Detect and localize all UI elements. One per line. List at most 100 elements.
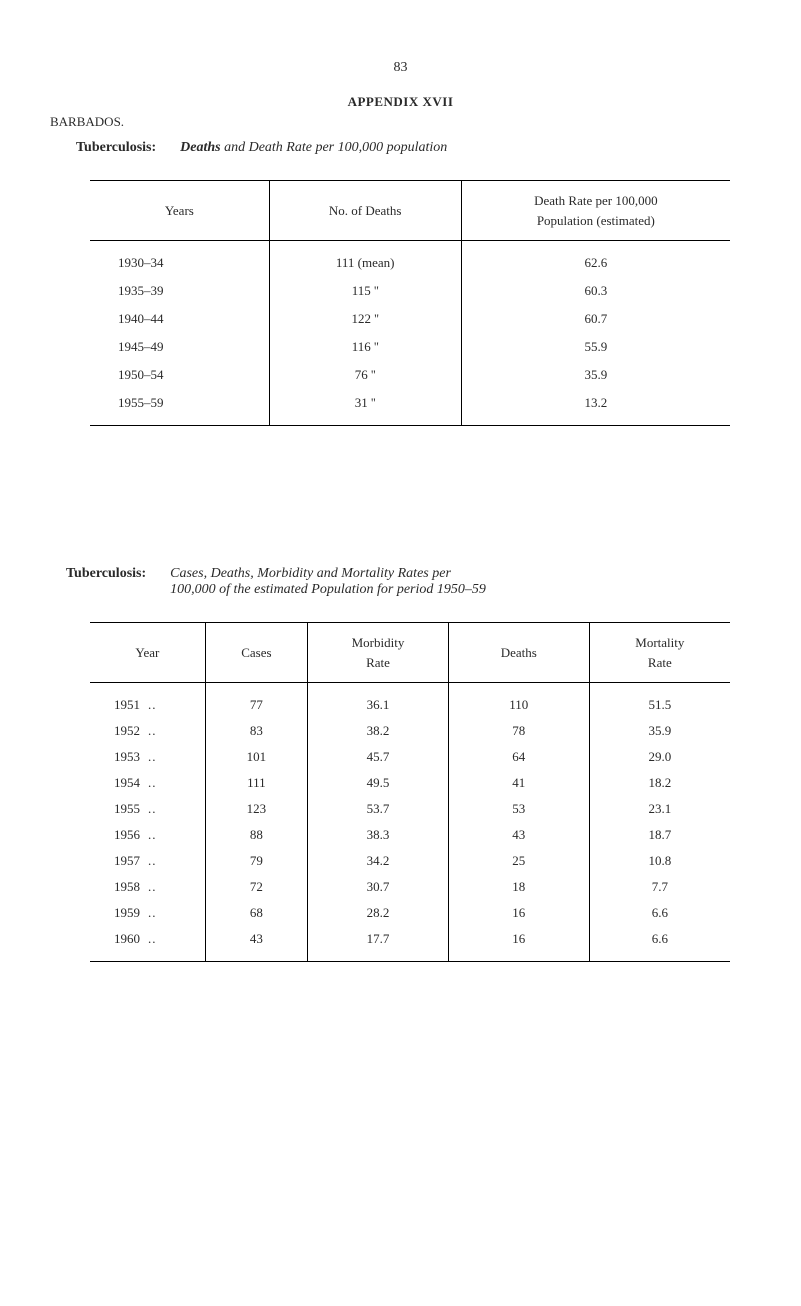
table2-cell-morbidity: 38.3	[308, 822, 449, 848]
table2-cell-mortality: 35.9	[589, 718, 730, 744]
table2-cell-morbidity: 36.1	[308, 683, 449, 719]
section2-desc-line1: Cases, Deaths, Morbidity and Mortality R…	[170, 566, 451, 581]
table2-cell-year: 1958..	[90, 874, 205, 900]
table2-cell-morbidity: 34.2	[308, 848, 449, 874]
table-row: 1953..10145.76429.0	[90, 744, 730, 770]
table2-cell-year: 1957..	[90, 848, 205, 874]
table2-cell-cases: 43	[205, 926, 307, 961]
table1-cell-deaths: 116 ''	[269, 333, 461, 361]
table2-cell-deaths: 18	[448, 874, 589, 900]
section1-desc: Deaths and Death Rate per 100,000 popula…	[180, 140, 447, 156]
table-row: 1959..6828.2166.6	[90, 900, 730, 926]
table2-cell-deaths: 16	[448, 926, 589, 961]
table-row: 1954..11149.54118.2	[90, 770, 730, 796]
table2-cell-year: 1955..	[90, 796, 205, 822]
table-row: 1960..4317.7166.6	[90, 926, 730, 961]
table-row: 1956..8838.34318.7	[90, 822, 730, 848]
table2-cell-cases: 111	[205, 770, 307, 796]
table2-cell-morbidity: 17.7	[308, 926, 449, 961]
table1-cell-rate: 35.9	[461, 361, 730, 389]
table2-cell-morbidity: 38.2	[308, 718, 449, 744]
table-row: 1945–49116 ''55.9	[90, 333, 730, 361]
table2-cell-cases: 79	[205, 848, 307, 874]
section2-heading: Tuberculosis: Cases, Deaths, Morbidity a…	[66, 566, 751, 598]
table1-cell-rate: 62.6	[461, 241, 730, 278]
table2-cell-year: 1951..	[90, 683, 205, 719]
table2-cell-cases: 83	[205, 718, 307, 744]
table2-cell-mortality: 6.6	[589, 900, 730, 926]
table1-cell-years: 1955–59	[90, 389, 269, 425]
section1-desc-bold: Deaths	[180, 140, 220, 155]
table1-cell-rate: 60.3	[461, 277, 730, 305]
section2-desc: Cases, Deaths, Morbidity and Mortality R…	[170, 566, 486, 598]
table1-cell-deaths: 76 ''	[269, 361, 461, 389]
table1-cell-years: 1940–44	[90, 305, 269, 333]
table1-header-rate: Death Rate per 100,000Population (estima…	[461, 181, 730, 241]
table2-cell-deaths: 43	[448, 822, 589, 848]
table2-cell-mortality: 18.7	[589, 822, 730, 848]
table2-cell-year: 1953..	[90, 744, 205, 770]
table1-cell-deaths: 122 ''	[269, 305, 461, 333]
morbidity-mortality-table: Year Cases MorbidityRate Deaths Mortalit…	[90, 622, 730, 961]
appendix-title: APPENDIX XVII	[50, 94, 751, 110]
table2-cell-mortality: 6.6	[589, 926, 730, 961]
table2-cell-cases: 88	[205, 822, 307, 848]
table1-bottom-rule	[90, 425, 730, 426]
table1-cell-years: 1930–34	[90, 241, 269, 278]
table1-header-deaths: No. of Deaths	[269, 181, 461, 241]
section1-desc-rest: and Death Rate per 100,000 population	[221, 140, 448, 155]
table-row: 1935–39115 ''60.3	[90, 277, 730, 305]
table2-body: 1951..7736.111051.51952..8338.27835.9195…	[90, 683, 730, 962]
table2-cell-mortality: 18.2	[589, 770, 730, 796]
table1-cell-deaths: 31 ''	[269, 389, 461, 425]
table2-header-deaths: Deaths	[448, 623, 589, 683]
table2-header-cases: Cases	[205, 623, 307, 683]
table1-cell-years: 1935–39	[90, 277, 269, 305]
page-number: 83	[50, 60, 751, 76]
table2-cell-deaths: 53	[448, 796, 589, 822]
table2-cell-cases: 101	[205, 744, 307, 770]
section2-desc-line2: 100,000 of the estimated Population for …	[170, 582, 486, 597]
table2-cell-year: 1959..	[90, 900, 205, 926]
deaths-rate-table: Years No. of Deaths Death Rate per 100,0…	[90, 180, 730, 425]
table2-cell-cases: 123	[205, 796, 307, 822]
table1-body: 1930–34111 (mean)62.61935–39115 ''60.319…	[90, 241, 730, 426]
table-row: 1952..8338.27835.9	[90, 718, 730, 744]
table1-cell-rate: 13.2	[461, 389, 730, 425]
table2-cell-deaths: 41	[448, 770, 589, 796]
table2-cell-cases: 68	[205, 900, 307, 926]
table1-cell-rate: 60.7	[461, 305, 730, 333]
table2-cell-deaths: 78	[448, 718, 589, 744]
table2-cell-mortality: 23.1	[589, 796, 730, 822]
table2-cell-year: 1952..	[90, 718, 205, 744]
table1-cell-years: 1950–54	[90, 361, 269, 389]
table1-cell-years: 1945–49	[90, 333, 269, 361]
section2-label: Tuberculosis:	[66, 566, 146, 582]
table2-cell-year: 1954..	[90, 770, 205, 796]
table2-cell-mortality: 29.0	[589, 744, 730, 770]
table2-cell-deaths: 25	[448, 848, 589, 874]
table-row: 1955..12353.75323.1	[90, 796, 730, 822]
table1-cell-deaths: 115 ''	[269, 277, 461, 305]
table2-cell-year: 1960..	[90, 926, 205, 961]
table2-cell-morbidity: 45.7	[308, 744, 449, 770]
table-row: 1930–34111 (mean)62.6	[90, 241, 730, 278]
table2-cell-cases: 77	[205, 683, 307, 719]
table2-cell-morbidity: 28.2	[308, 900, 449, 926]
table2-header-morbidity: MorbidityRate	[308, 623, 449, 683]
table1-cell-rate: 55.9	[461, 333, 730, 361]
table2-cell-morbidity: 30.7	[308, 874, 449, 900]
table2-cell-deaths: 64	[448, 744, 589, 770]
table2-cell-deaths: 110	[448, 683, 589, 719]
table-row: 1951..7736.111051.5	[90, 683, 730, 719]
table2-cell-morbidity: 53.7	[308, 796, 449, 822]
table2-cell-deaths: 16	[448, 900, 589, 926]
table-row: 1958..7230.7187.7	[90, 874, 730, 900]
table2-cell-morbidity: 49.5	[308, 770, 449, 796]
table-row: 1950–5476 ''35.9	[90, 361, 730, 389]
table2-bottom-rule	[90, 961, 730, 962]
table-row: 1940–44122 ''60.7	[90, 305, 730, 333]
table1-header-years: Years	[90, 181, 269, 241]
location-label: BARBADOS.	[50, 114, 751, 130]
table-row: 1957..7934.22510.8	[90, 848, 730, 874]
